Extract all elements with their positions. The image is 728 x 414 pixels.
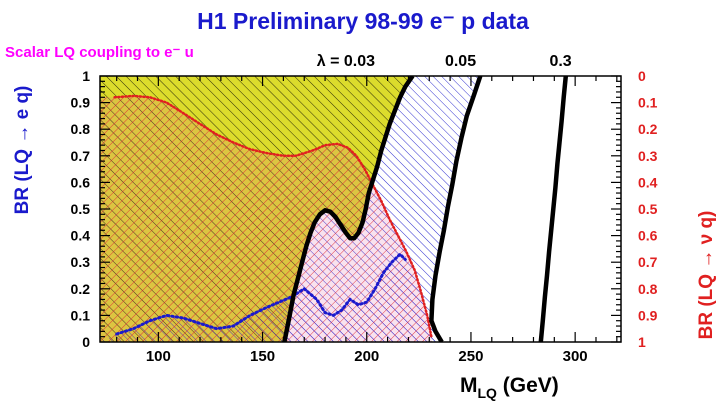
y-left-tick-label: 0.5 bbox=[71, 201, 91, 217]
region-allowed bbox=[431, 76, 621, 342]
y-left-tick-label: 0.1 bbox=[71, 307, 91, 323]
x-tick-label: 300 bbox=[563, 348, 588, 365]
coupling-labels: λ = 0.03 0.05 0.3 bbox=[317, 53, 572, 70]
coupling-label-1: 0.05 bbox=[445, 53, 476, 70]
x-axis-label-main: M bbox=[460, 374, 478, 397]
y-left-tick-label: 0.7 bbox=[71, 148, 91, 164]
y-right-tick-label: 0 bbox=[638, 68, 646, 84]
x-tick-label: 200 bbox=[354, 348, 379, 365]
x-tick-label: 250 bbox=[458, 348, 483, 365]
y-left-tick-label: 0.9 bbox=[71, 95, 91, 111]
red-dotted-boundary bbox=[113, 94, 433, 338]
excluded-regions bbox=[100, 76, 621, 342]
y-right-tick-label: 0.7 bbox=[638, 254, 658, 270]
region-overlap-tint bbox=[100, 95, 432, 342]
chart-subtitle: Scalar LQ coupling to e⁻ u bbox=[5, 44, 194, 61]
y-left-tick-label: 0.6 bbox=[71, 174, 91, 190]
coupling-label-2: 0.3 bbox=[549, 53, 571, 70]
y-left-tick-label: 0.8 bbox=[71, 121, 91, 137]
x-tick-label: 150 bbox=[250, 348, 275, 365]
y-right-tick-label: 0.1 bbox=[638, 95, 658, 111]
chart-title: H1 Preliminary 98-99 e⁻ p data bbox=[197, 8, 529, 34]
curve-lambda-0-03 bbox=[282, 76, 415, 342]
y-right-axis-label: BR (LQ → ν q) bbox=[696, 211, 717, 340]
y-right-tick-label: 0.8 bbox=[638, 281, 658, 297]
y-right-tick-label: 0.9 bbox=[638, 307, 658, 323]
y-left-tick-label: 0.2 bbox=[71, 281, 91, 297]
curve-lambda-0-3 bbox=[538, 76, 569, 342]
y-right-tick-label: 0.6 bbox=[638, 228, 658, 244]
y-right-tick-label: 1 bbox=[638, 334, 646, 350]
x-axis-label: MLQ (GeV) bbox=[460, 374, 559, 401]
y-left-axis-label: BR (LQ → e q) bbox=[12, 86, 33, 215]
x-axis-label-unit: (GeV) bbox=[497, 374, 559, 397]
blue-dotted-boundary bbox=[115, 252, 407, 336]
y-left-tick-label: 0.3 bbox=[71, 254, 91, 270]
y-right-tick-label: 0.5 bbox=[638, 201, 658, 217]
exclusion-curves bbox=[113, 76, 569, 342]
y-right-tick-label: 0.2 bbox=[638, 121, 658, 137]
y-right-tick-labels: 1 0.9 0.8 0.7 0.6 0.5 0.4 0.3 0.2 0.1 0 bbox=[638, 68, 658, 350]
x-axis-label-sub: LQ bbox=[478, 385, 498, 401]
x-tick-labels: 100 150 200 250 300 bbox=[146, 348, 588, 365]
y-right-tick-label: 0.4 bbox=[638, 174, 658, 190]
axis-ticks bbox=[100, 75, 621, 343]
y-left-tick-labels: 0 0.1 0.2 0.3 0.4 0.5 0.6 0.7 0.8 0.9 1 bbox=[71, 68, 91, 350]
y-right-tick-label: 0.3 bbox=[638, 148, 658, 164]
curve-lambda-0-05 bbox=[429, 76, 483, 342]
y-left-tick-label: 0.4 bbox=[71, 228, 91, 244]
y-left-tick-label: 0 bbox=[82, 334, 90, 350]
x-tick-label: 100 bbox=[146, 348, 171, 365]
y-left-tick-label: 1 bbox=[82, 68, 90, 84]
region-nuq-channel bbox=[100, 95, 432, 342]
coupling-label-0: λ = 0.03 bbox=[317, 53, 375, 70]
